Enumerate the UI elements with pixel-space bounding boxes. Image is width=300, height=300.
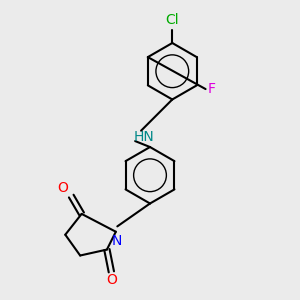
Text: O: O (57, 181, 68, 195)
Text: O: O (106, 273, 117, 287)
Text: HN: HN (134, 130, 154, 144)
Text: N: N (112, 234, 122, 248)
Text: F: F (208, 82, 216, 96)
Text: Cl: Cl (166, 13, 179, 27)
